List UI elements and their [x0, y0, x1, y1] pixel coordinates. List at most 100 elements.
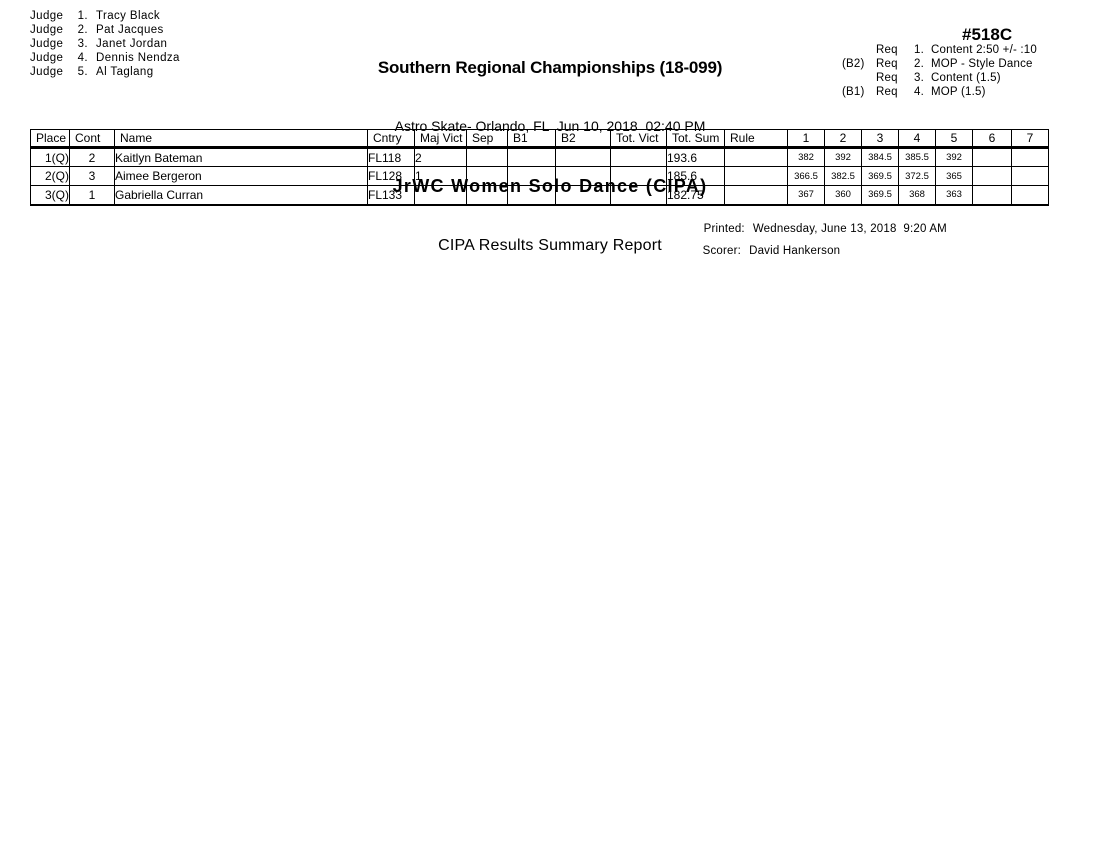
cell-judge-score-4: 385.5	[898, 147, 936, 167]
cell-tot-sum: 182.75	[666, 185, 725, 206]
printed-label: Printed:	[703, 223, 745, 235]
printed-value: Wednesday, June 13, 2018 9:20 AM	[752, 223, 947, 235]
cell-sep	[466, 185, 508, 206]
cell-cont: 2	[69, 147, 115, 167]
cell-judge-score-7	[1011, 185, 1049, 206]
judge-line: Judge 3. Janet Jordan	[30, 37, 180, 51]
judge-line: Judge 1. Tracy Black	[30, 9, 180, 23]
cell-maj-vict: 1	[414, 166, 467, 186]
cell-b2	[555, 166, 611, 186]
cell-judge-score-1: 366.5	[787, 166, 825, 186]
table-row: 3(Q) 1 Gabriella Curran FL133 182.75 367…	[30, 185, 1049, 206]
scorer-line: Scorer: David Hankerson	[689, 233, 840, 269]
requirement-prefix: (B1)	[842, 86, 865, 98]
requirement-label: Req	[876, 44, 898, 56]
table-row: 2(Q) 3 Aimee Bergeron FL128 1 185.6 366.…	[30, 166, 1049, 186]
cell-maj-vict	[414, 185, 467, 206]
cell-tot-sum: 193.6	[666, 147, 725, 167]
col-header-judge-6: 6	[972, 129, 1012, 149]
requirement-text: MOP (1.5)	[931, 86, 986, 98]
judge-number: 3.	[77, 38, 88, 50]
cell-cntry: FL128	[367, 166, 415, 186]
col-header-place: Place	[30, 129, 70, 149]
cell-b1	[507, 166, 556, 186]
cell-sep	[466, 147, 508, 167]
cell-place: 1(Q)	[30, 147, 70, 167]
cell-b1	[507, 147, 556, 167]
col-header-b1: B1	[507, 129, 556, 149]
requirement-text: Content 2:50 +/- :10	[931, 44, 1037, 56]
cell-judge-score-4: 372.5	[898, 166, 936, 186]
requirement-number: 4.	[914, 86, 924, 98]
judges-list: Judge 1. Tracy Black Judge 2. Pat Jacque…	[30, 9, 180, 79]
judge-label: Judge	[30, 66, 64, 78]
col-header-tot-sum: Tot. Sum	[666, 129, 725, 149]
cell-b2	[555, 185, 611, 206]
cell-judge-score-2: 382.5	[824, 166, 862, 186]
cell-judge-score-3: 369.5	[861, 185, 899, 206]
cell-cont: 3	[69, 166, 115, 186]
requirement-prefix	[842, 43, 876, 57]
requirement-text: MOP - Style Dance	[931, 58, 1033, 70]
cell-tot-vict	[610, 147, 667, 167]
col-header-rule: Rule	[724, 129, 788, 149]
event-number: #518C	[962, 25, 1013, 44]
cell-sep	[466, 166, 508, 186]
judge-label: Judge	[30, 10, 64, 22]
cell-name: Kaitlyn Bateman	[114, 147, 368, 167]
table-row: 1(Q) 2 Kaitlyn Bateman FL118 2 193.6 382…	[30, 147, 1049, 167]
competition-title: Southern Regional Championships (18-099)	[377, 58, 723, 77]
col-header-b2: B2	[555, 129, 611, 149]
judge-line: Judge 4. Dennis Nendza	[30, 51, 180, 65]
cell-cont: 1	[69, 185, 115, 206]
cell-judge-score-7	[1011, 166, 1049, 186]
cell-tot-vict	[610, 166, 667, 186]
results-table: Place Cont Name Cntry Maj Vict Sep B1 B2…	[30, 129, 1049, 206]
requirement-line: Req 1. Content 2:50 +/- :10	[842, 43, 1037, 57]
col-header-cont: Cont	[69, 129, 115, 149]
col-header-sep: Sep	[466, 129, 508, 149]
judge-number: 5.	[77, 66, 88, 78]
judge-number: 2.	[77, 24, 88, 36]
cell-judge-score-7	[1011, 147, 1049, 167]
col-header-judge-3: 3	[861, 129, 899, 149]
cell-rule	[724, 185, 788, 206]
judge-name: Pat Jacques	[96, 24, 164, 36]
cell-judge-score-3: 369.5	[861, 166, 899, 186]
cell-judge-score-2: 360	[824, 185, 862, 206]
requirement-prefix	[842, 71, 876, 85]
col-header-judge-5: 5	[935, 129, 973, 149]
cell-judge-score-5: 363	[935, 185, 973, 206]
cell-rule	[724, 166, 788, 186]
judge-name: Tracy Black	[96, 10, 161, 22]
printed-line: Printed: Wednesday, June 13, 2018 9:20 AM	[690, 211, 947, 247]
cell-b2	[555, 147, 611, 167]
judge-name: Dennis Nendza	[96, 52, 180, 64]
cell-judge-score-3: 384.5	[861, 147, 899, 167]
requirement-number: 3.	[914, 72, 924, 84]
requirement-label: Req	[876, 58, 898, 70]
cell-rule	[724, 147, 788, 167]
cell-place: 3(Q)	[30, 185, 70, 206]
col-header-judge-2: 2	[824, 129, 862, 149]
judge-line: Judge 2. Pat Jacques	[30, 23, 180, 37]
cell-judge-score-5: 392	[935, 147, 973, 167]
cell-place: 2(Q)	[30, 166, 70, 186]
cell-cntry: FL118	[367, 147, 415, 167]
cell-name: Aimee Bergeron	[114, 166, 368, 186]
cell-judge-score-1: 382	[787, 147, 825, 167]
requirement-line: (B1) Req 4. MOP (1.5)	[842, 85, 1037, 99]
requirement-line: (B2) Req 2. MOP - Style Dance	[842, 57, 1037, 71]
cell-judge-score-6	[972, 185, 1012, 206]
cell-judge-score-1: 367	[787, 185, 825, 206]
col-header-cntry: Cntry	[367, 129, 415, 149]
cell-judge-score-2: 392	[824, 147, 862, 167]
col-header-tot-vict: Tot. Vict	[610, 129, 667, 149]
requirement-number: 2.	[914, 58, 924, 70]
col-header-judge-4: 4	[898, 129, 936, 149]
requirement-prefix: (B2)	[842, 58, 865, 70]
cell-cntry: FL133	[367, 185, 415, 206]
col-header-maj-vict: Maj Vict	[414, 129, 467, 149]
col-header-name: Name	[114, 129, 368, 149]
